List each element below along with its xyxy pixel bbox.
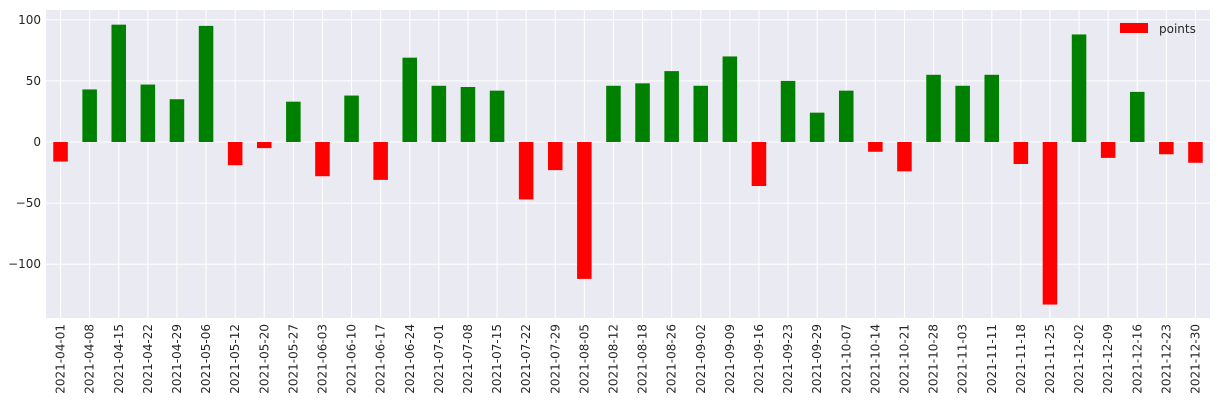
x-tick-label: 2021-12-30 xyxy=(1188,324,1202,394)
x-tick-label: 2021-08-05 xyxy=(577,324,591,394)
bar xyxy=(402,57,418,142)
x-tick-label: 2021-05-27 xyxy=(286,324,300,394)
bar xyxy=(635,83,650,142)
x-tick-label: 2021-07-08 xyxy=(461,324,475,394)
legend-swatch xyxy=(1120,23,1148,33)
bar xyxy=(169,99,185,142)
y-tick-label: −50 xyxy=(16,196,41,210)
bar xyxy=(1100,142,1116,158)
y-axis-ticks: 100 50 0 −50 −100 xyxy=(8,13,41,271)
bar xyxy=(664,71,679,142)
bar xyxy=(984,74,1000,142)
bar xyxy=(722,56,738,142)
bar xyxy=(547,142,563,171)
x-tick-label: 2021-09-09 xyxy=(723,324,737,394)
y-tick-label: −100 xyxy=(8,257,41,271)
bar xyxy=(606,85,621,142)
bar xyxy=(868,142,883,152)
x-tick-label: 2021-11-03 xyxy=(956,324,970,394)
bar xyxy=(1188,142,1203,163)
x-tick-label: 2021-04-08 xyxy=(83,324,97,394)
bar xyxy=(431,85,447,142)
bars xyxy=(53,24,1203,305)
bar xyxy=(489,90,505,142)
bar xyxy=(53,142,68,162)
y-tick-label: 0 xyxy=(33,135,41,149)
x-tick-label: 2021-09-16 xyxy=(752,324,766,394)
x-tick-label: 2021-08-18 xyxy=(636,324,650,394)
legend: points xyxy=(1120,22,1196,36)
bar xyxy=(955,85,970,142)
x-tick-label: 2021-09-02 xyxy=(694,324,708,394)
x-tick-label: 2021-06-24 xyxy=(403,324,417,394)
bar xyxy=(838,90,854,142)
bar xyxy=(751,142,767,186)
x-tick-label: 2021-06-17 xyxy=(374,324,388,394)
x-tick-label: 2021-09-29 xyxy=(810,324,824,394)
x-tick-label: 2021-12-02 xyxy=(1072,324,1086,394)
y-tick-label: 50 xyxy=(26,74,41,88)
x-tick-label: 2021-04-22 xyxy=(141,324,155,394)
x-tick-label: 2021-04-29 xyxy=(170,324,184,394)
x-tick-label: 2021-04-15 xyxy=(112,324,126,394)
x-tick-label: 2021-05-20 xyxy=(257,324,271,394)
bar xyxy=(897,142,912,172)
x-tick-label: 2021-10-21 xyxy=(897,324,911,394)
bar xyxy=(460,87,476,142)
bar xyxy=(111,24,127,143)
x-tick-label: 2021-07-15 xyxy=(490,324,504,394)
x-tick-label: 2021-12-09 xyxy=(1101,324,1115,394)
x-tick-label: 2021-12-16 xyxy=(1130,324,1144,394)
x-tick-label: 2021-10-14 xyxy=(868,324,882,394)
x-tick-label: 2021-11-11 xyxy=(985,324,999,394)
bar xyxy=(198,25,214,143)
x-tick-label: 2021-12-23 xyxy=(1159,324,1173,394)
x-tick-label: 2021-05-12 xyxy=(228,324,242,394)
x-tick-label: 2021-07-22 xyxy=(519,324,533,394)
bar xyxy=(518,142,534,200)
bar xyxy=(227,142,243,166)
bar xyxy=(82,89,97,142)
bar xyxy=(315,142,330,177)
y-tick-label: 100 xyxy=(18,13,41,27)
bar xyxy=(780,80,796,142)
bar xyxy=(926,74,941,142)
x-tick-label: 2021-11-25 xyxy=(1043,324,1057,394)
x-tick-label: 2021-09-23 xyxy=(781,324,795,394)
bar xyxy=(373,142,388,180)
x-tick-label: 2021-07-29 xyxy=(548,324,562,394)
x-tick-label: 2021-10-28 xyxy=(927,324,941,394)
bar xyxy=(693,85,709,142)
bar xyxy=(344,95,359,142)
x-tick-label: 2021-06-03 xyxy=(315,324,329,394)
bar xyxy=(286,101,301,142)
x-tick-label: 2021-10-07 xyxy=(839,324,853,394)
bar xyxy=(1071,34,1087,142)
x-axis-ticks: 2021-04-01 2021-04-08 2021-04-15 2021-04-22… xyxy=(54,324,1203,394)
bar xyxy=(1042,142,1058,305)
legend-label: points xyxy=(1159,22,1196,36)
plot-background xyxy=(46,10,1210,318)
x-tick-label: 2021-11-18 xyxy=(1014,324,1028,394)
x-tick-label: 2021-06-10 xyxy=(345,324,359,394)
gridlines xyxy=(46,10,1210,318)
x-tick-label: 2021-08-26 xyxy=(665,324,679,394)
bar xyxy=(1013,142,1029,164)
x-tick-label: 2021-07-01 xyxy=(432,324,446,394)
bar xyxy=(256,142,272,149)
x-tick-label: 2021-08-12 xyxy=(606,324,620,394)
bar xyxy=(809,112,825,142)
bar xyxy=(140,84,156,142)
bar xyxy=(1159,142,1174,155)
bar xyxy=(577,142,592,279)
x-tick-label: 2021-05-06 xyxy=(199,324,213,394)
x-tick-label: 2021-04-01 xyxy=(54,324,68,394)
bar xyxy=(1129,91,1145,142)
